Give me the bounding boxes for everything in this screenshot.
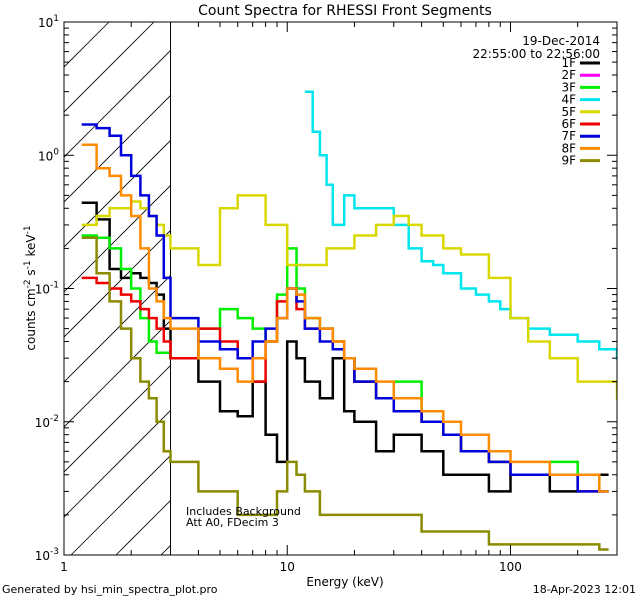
- series-line-8F: [81, 143, 609, 493]
- hatch-line: [64, 409, 171, 518]
- y-tick-label: 10-1: [35, 281, 59, 297]
- note-line: Includes Background: [186, 505, 301, 518]
- date-label: 19-Dec-2014: [522, 34, 600, 48]
- legend-label-1F: 1F: [561, 56, 576, 70]
- legend-label-5F: 5F: [561, 105, 576, 119]
- legend-label-4F: 4F: [561, 93, 576, 107]
- legend-label-8F: 8F: [561, 141, 576, 155]
- series-line-1F: [81, 201, 609, 493]
- time-range-label: 22:55:00 to 22:56:00: [473, 47, 600, 61]
- hatch-line: [64, 94, 171, 203]
- legend-label-2F: 2F: [561, 68, 576, 82]
- series-line-9F: [81, 236, 609, 551]
- x-tick-label: 10: [280, 560, 295, 574]
- series-line-5F: [81, 194, 617, 400]
- legend-label-6F: 6F: [561, 117, 576, 131]
- series-line-4F: [304, 90, 617, 360]
- series-line-7F: [81, 123, 609, 493]
- note-line: Att A0, FDecim 3: [186, 516, 279, 529]
- hatch-line: [64, 49, 171, 158]
- legend-label-3F: 3F: [561, 80, 576, 94]
- y-tick-label: 10-3: [35, 547, 59, 563]
- footer-timestamp: 18-Apr-2023 12:01: [532, 583, 636, 596]
- x-tick-label: 100: [499, 560, 522, 574]
- y-tick-label: 100: [38, 147, 59, 163]
- axes: 1 10 100 10-3 10-2 10-1 100 101: [35, 14, 618, 574]
- y-tick-label: 10-2: [35, 414, 59, 430]
- hatch-line: [64, 22, 155, 113]
- series-layer: [81, 90, 617, 551]
- hatch-line: [70, 454, 171, 555]
- legend-label-7F: 7F: [561, 129, 576, 143]
- chart-title: Count Spectra for RHESSI Front Segments: [198, 3, 492, 19]
- legend-label-9F: 9F: [561, 154, 576, 168]
- hatch-line: [64, 364, 171, 473]
- x-axis-label: Energy (keV): [306, 575, 383, 589]
- x-tick-label: 1: [60, 560, 68, 574]
- y-axis-label: counts cm-2 s-1 keV-1: [23, 225, 38, 350]
- y-tick-label: 101: [38, 14, 59, 30]
- footer-generated-by: Generated by hsi_min_spectra_plot.pro: [2, 583, 218, 596]
